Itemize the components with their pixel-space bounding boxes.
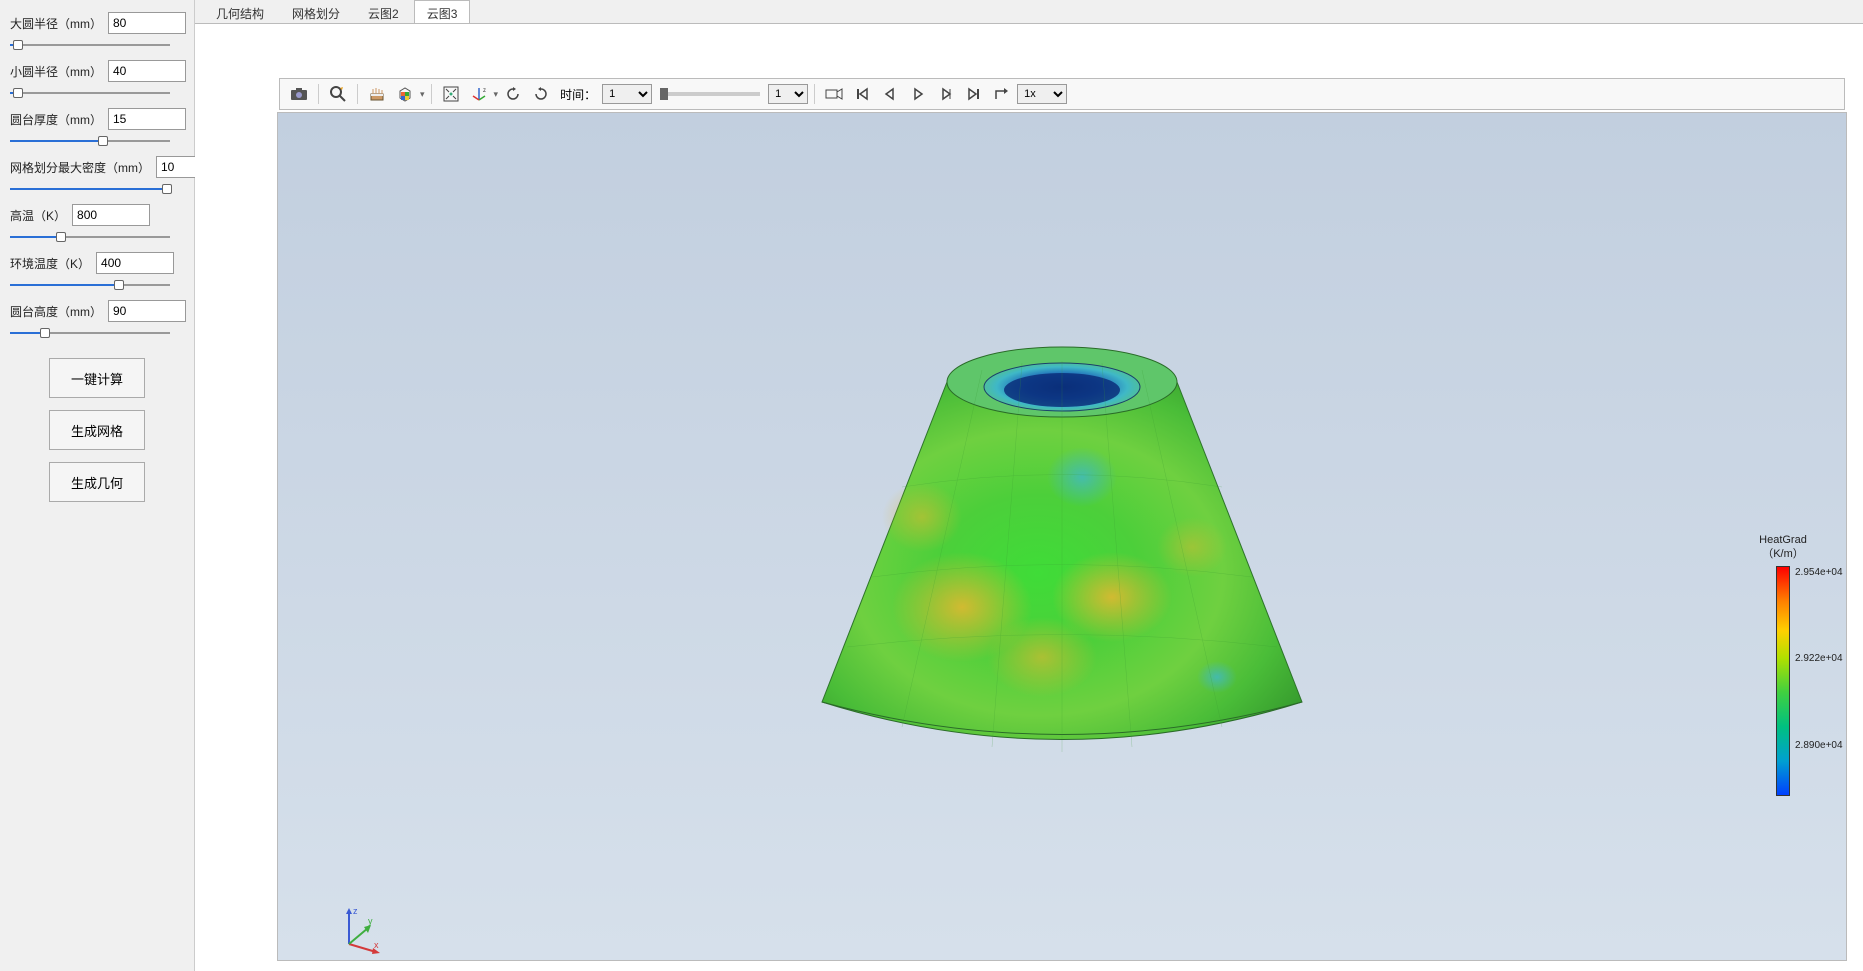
svg-text:x: x [374,940,379,950]
param-input[interactable] [108,108,186,130]
svg-text:z: z [483,88,486,94]
frame-select[interactable]: 1 [768,84,808,104]
viewport-canvas[interactable]: z x y HeatGrad （K/m） 2.954e+042.922e+042… [277,112,1847,961]
param-label: 网格划分最大密度（mm） [10,159,150,176]
brush-icon[interactable] [364,82,390,106]
record-icon[interactable] [821,82,847,106]
param-input[interactable] [108,300,186,322]
loop-icon[interactable] [989,82,1015,106]
param-slider[interactable] [10,182,170,196]
param-slider[interactable] [10,326,170,340]
param-input[interactable] [72,204,150,226]
param-input[interactable] [108,12,186,34]
camera-icon[interactable] [286,82,312,106]
tab[interactable]: 几何结构 [203,0,277,23]
legend-title: HeatGrad （K/m） [1738,533,1828,562]
param-slider[interactable] [10,278,170,292]
tab[interactable]: 云图3 [414,0,471,23]
zoom-icon[interactable] [325,82,351,106]
last-frame-icon[interactable] [961,82,987,106]
param-row: 圆台厚度（mm） [10,108,184,148]
param-row: 网格划分最大密度（mm） [10,156,184,196]
time-select[interactable]: 1 [602,84,652,104]
param-input[interactable] [108,60,186,82]
time-slider[interactable] [660,92,760,96]
compute-button[interactable]: 一键计算 [49,358,145,398]
play-icon[interactable] [905,82,931,106]
param-input[interactable] [96,252,174,274]
fit-icon[interactable] [438,82,464,106]
param-row: 小圆半径（mm） [10,60,184,100]
mesh-button[interactable]: 生成网格 [49,410,145,450]
cube-icon[interactable] [392,82,418,106]
next-frame-icon[interactable] [933,82,959,106]
viewport-wrap: ▾ z ▾ 时间： 1 1 1x [195,24,1863,971]
tab[interactable]: 网格划分 [279,0,353,23]
axes-icon[interactable]: z [466,82,492,106]
legend-tick: 2.954e+04 [1795,567,1843,578]
main-area: 几何结构网格划分云图2云图3 ▾ z ▾ 时间： 1 1 [195,0,1863,971]
cone-model [782,287,1342,787]
rotate-cw-icon[interactable] [528,82,554,106]
legend-tick: 2.890e+04 [1795,740,1843,751]
geom-button[interactable]: 生成几何 [49,462,145,502]
first-frame-icon[interactable] [849,82,875,106]
param-slider[interactable] [10,38,170,52]
param-label: 高温（K） [10,207,66,224]
svg-text:y: y [368,916,373,926]
param-label: 小圆半径（mm） [10,63,102,80]
speed-select[interactable]: 1x [1017,84,1067,104]
rotate-ccw-icon[interactable] [500,82,526,106]
param-label: 环境温度（K） [10,255,90,272]
tab[interactable]: 云图2 [355,0,412,23]
param-row: 圆台高度（mm） [10,300,184,340]
param-label: 大圆半径（mm） [10,15,102,32]
sidebar: 大圆半径（mm） 小圆半径（mm） 圆台厚度（mm） 网格划分最大密度（mm [0,0,195,971]
tab-bar: 几何结构网格划分云图2云图3 [195,0,1863,24]
time-label: 时间： [560,86,596,103]
prev-frame-icon[interactable] [877,82,903,106]
svg-text:z: z [353,906,358,916]
param-row: 环境温度（K） [10,252,184,292]
param-row: 大圆半径（mm） [10,12,184,52]
param-slider[interactable] [10,86,170,100]
param-label: 圆台厚度（mm） [10,111,102,128]
legend-tick: 2.922e+04 [1795,653,1843,664]
param-row: 高温（K） [10,204,184,244]
viewport-toolbar: ▾ z ▾ 时间： 1 1 1x [279,78,1845,110]
param-label: 圆台高度（mm） [10,303,102,320]
param-slider[interactable] [10,134,170,148]
color-legend: HeatGrad （K/m） 2.954e+042.922e+042.890e+… [1738,533,1828,796]
param-slider[interactable] [10,230,170,244]
axis-gizmo: z x y [334,904,384,954]
